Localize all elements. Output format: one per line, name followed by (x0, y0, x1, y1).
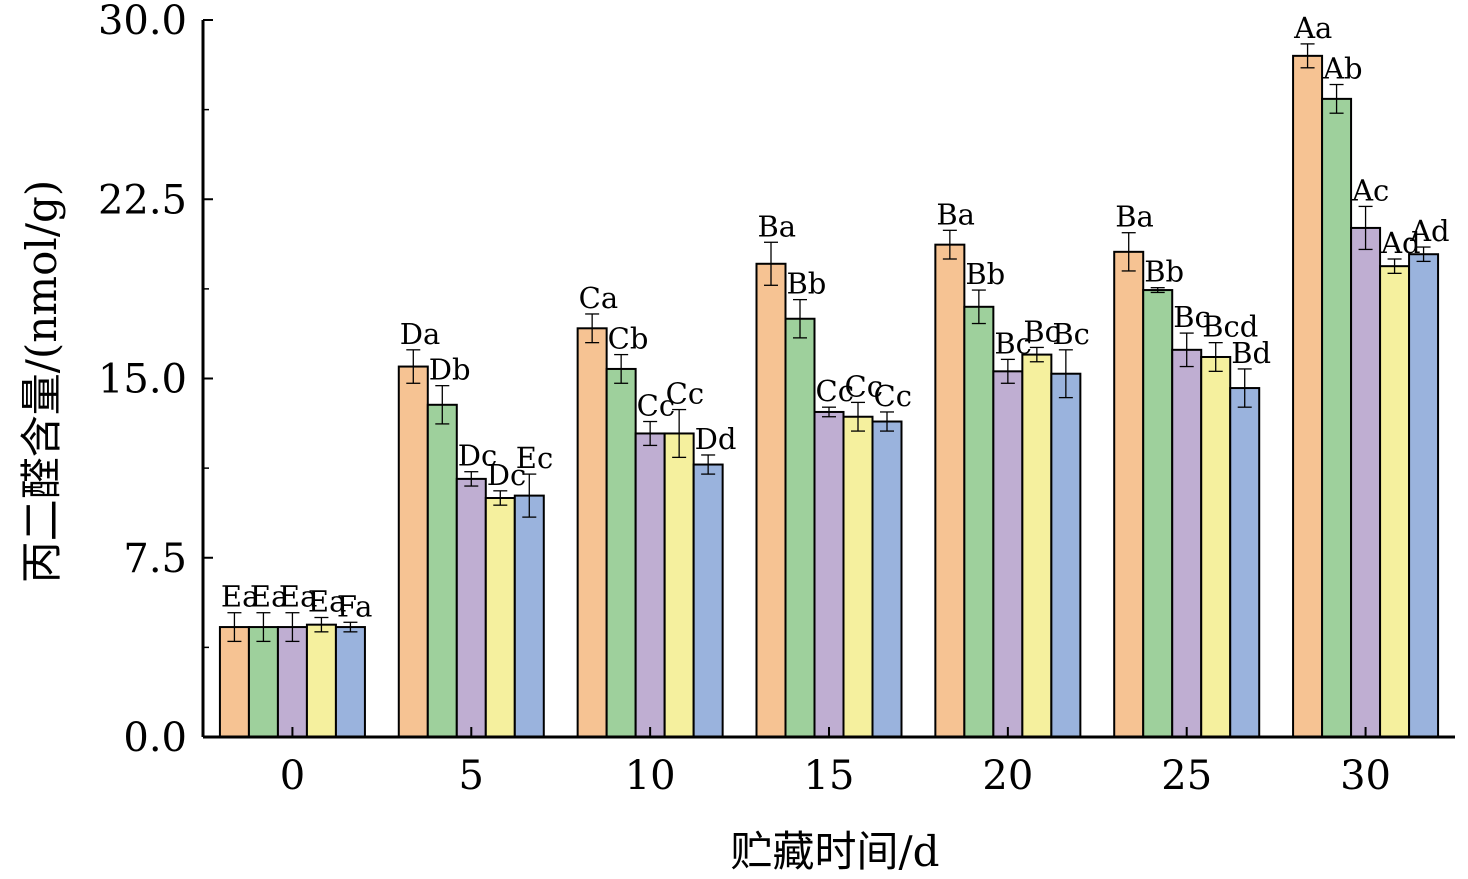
x-axis-title: 贮藏时间/d (730, 827, 939, 876)
bar-cat5-s2 (1171, 348, 1203, 738)
data-label-cat4-s0: Ba (936, 197, 975, 231)
y-axis-title: 丙二醛含量/(nmol/g) (17, 180, 66, 584)
bar-cat4-s4 (1050, 372, 1082, 738)
data-label-cat5-s0: Ba (1115, 200, 1154, 234)
data-label-cat1-s1: Db (429, 353, 471, 387)
bar-cat5-s4 (1229, 387, 1261, 738)
significance-labels-layer: EaEaEaEaFaDaDbDcDcEcCaCbCcCcDdBaBbCcCcCc… (221, 11, 1450, 623)
bar-cat4-s2 (992, 370, 1024, 738)
data-label-cat3-s0: Ba (758, 209, 797, 243)
data-label-cat6-s2: Ac (1351, 173, 1389, 207)
bars-layer (218, 54, 1440, 739)
data-label-cat6-s1: Ab (1322, 52, 1363, 86)
data-label-cat5-s4: Bd (1231, 336, 1271, 370)
data-label-cat5-s1: Bb (1144, 255, 1184, 289)
bar-cat5-s0 (1113, 250, 1145, 739)
bar-cat4-s0 (934, 243, 966, 738)
bar-cat2-s3 (663, 432, 695, 738)
y-tick-label-1: 7.5 (123, 536, 187, 582)
bar-cat3-s3 (842, 415, 874, 738)
bar-cat0-s0 (218, 626, 250, 738)
data-label-cat0-s4: Fa (337, 589, 372, 623)
ticks-layer: 0 5 10 15 20 25 30 0.0 7.5 15.0 22.5 30.0 (98, 0, 1391, 799)
bar-cat0-s4 (334, 626, 366, 738)
data-label-cat0-s0: Ea (221, 580, 259, 614)
bar-cat4-s3 (1021, 353, 1053, 738)
data-label-cat4-s3: Bc (1023, 314, 1061, 348)
data-label-cat4-s2: Bc (994, 326, 1032, 360)
data-label-cat2-s1: Cb (608, 322, 649, 356)
bar-cat1-s2 (455, 477, 487, 738)
x-tick-label-2: 10 (625, 753, 676, 799)
x-tick-label-0: 0 (280, 753, 305, 799)
bar-cat4-s1 (963, 305, 995, 738)
data-label-cat2-s2: Cc (637, 389, 675, 423)
data-label-cat1-s4: Ec (516, 441, 553, 475)
data-label-cat0-s2: Ea (279, 580, 317, 614)
bar-cat2-s0 (576, 327, 608, 738)
data-label-cat2-s3: Cc (666, 377, 704, 411)
data-label-cat2-s4: Dd (695, 422, 737, 456)
bar-cat3-s0 (755, 262, 787, 738)
data-label-cat4-s4: Bc (1052, 317, 1090, 351)
data-label-cat3-s3: Cc (845, 369, 883, 403)
data-label-cat4-s1: Bb (965, 257, 1005, 291)
bar-cat0-s3 (305, 623, 337, 738)
error-bars-layer (227, 43, 1431, 643)
bar-cat6-s3 (1379, 265, 1411, 738)
x-tick-label-1: 5 (459, 753, 484, 799)
bar-cat1-s4 (513, 494, 545, 738)
bar-cat3-s1 (784, 317, 816, 738)
x-tick-label-5: 25 (1161, 753, 1212, 799)
x-tick-label-4: 20 (982, 753, 1033, 799)
bar-cat2-s4 (692, 463, 724, 738)
bar-cat6-s1 (1321, 97, 1353, 739)
data-label-cat3-s4: Cc (874, 379, 912, 413)
data-label-cat6-s4: Ad (1409, 214, 1450, 248)
bar-cat3-s2 (813, 410, 845, 738)
data-label-cat0-s1: Ea (250, 580, 288, 614)
bar-cat1-s1 (426, 403, 458, 738)
bar-cat6-s2 (1350, 226, 1382, 738)
bar-cat0-s1 (247, 626, 279, 738)
y-tick-label-0: 0.0 (123, 715, 187, 761)
data-label-cat2-s0: Ca (579, 281, 618, 315)
bar-cat2-s1 (605, 367, 637, 738)
bar-cat0-s2 (276, 626, 308, 738)
bar-cat1-s0 (397, 365, 429, 738)
bar-cat5-s1 (1142, 289, 1174, 738)
bar-cat6-s0 (1292, 54, 1324, 739)
bar-cat6-s4 (1408, 253, 1440, 738)
data-label-cat3-s2: Cc (816, 374, 854, 408)
y-tick-label-2: 15.0 (98, 357, 187, 403)
bar-cat5-s3 (1200, 355, 1232, 738)
y-tick-label-4: 30.0 (98, 0, 187, 44)
x-tick-label-3: 15 (804, 753, 855, 799)
data-label-cat1-s2: Dc (458, 439, 498, 473)
data-label-cat6-s0: Aa (1293, 11, 1332, 45)
y-tick-label-3: 22.5 (98, 177, 187, 223)
data-label-cat3-s1: Bb (787, 267, 827, 301)
data-label-cat1-s3: Dc (487, 458, 527, 492)
data-label-cat5-s3: Bcd (1202, 310, 1258, 344)
x-tick-label-6: 30 (1340, 753, 1391, 799)
bar-cat2-s2 (634, 432, 666, 738)
data-label-cat5-s2: Bc (1173, 300, 1211, 334)
data-label-cat1-s0: Da (400, 317, 441, 351)
data-label-cat6-s3: Ad (1380, 226, 1421, 260)
data-label-cat0-s3: Ea (308, 585, 346, 619)
bar-cat3-s4 (871, 420, 903, 738)
bar-cat1-s3 (484, 497, 516, 738)
